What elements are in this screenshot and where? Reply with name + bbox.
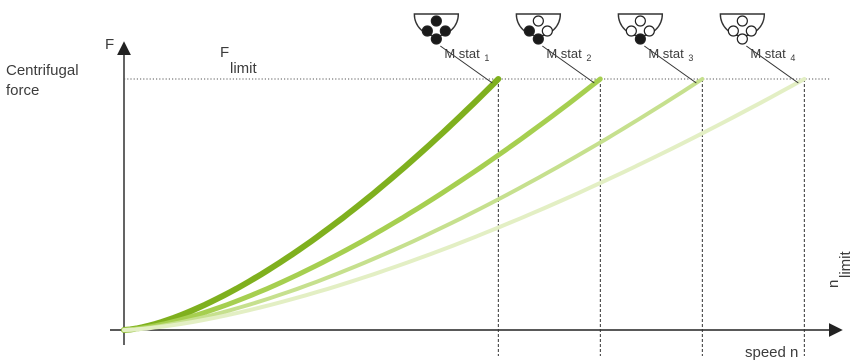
series-curve-3 [122, 77, 705, 332]
y-axis-label-line2: force [6, 82, 39, 99]
series-label-3: M stat [648, 46, 684, 61]
f-limit-label-sub: limit [230, 60, 257, 77]
icon-layer: M stat 1 M stat 2 M stat 3 M stat 4 [413, 13, 799, 84]
series-curve-2 [121, 76, 603, 333]
f-limit-label: F [220, 44, 229, 61]
series-label-4: M stat [750, 46, 786, 61]
series-curve-4 [122, 77, 807, 332]
icon-leader-line-3 [644, 45, 697, 84]
n-limit-label-group: n limit [825, 251, 853, 288]
series-label-index-3: 3 [688, 53, 693, 63]
n-limit-label: n [825, 280, 842, 288]
series-label-index-2: 2 [586, 53, 591, 63]
series-label-2: M stat [546, 46, 582, 61]
rotor-icon-3 [617, 13, 664, 45]
icon-leader-line-2 [542, 45, 595, 84]
series-label-index-1: 1 [484, 53, 489, 63]
n-limit-label-sub: limit [837, 251, 853, 278]
x-axis-label: speed n [745, 344, 798, 361]
series-label-1: M stat [444, 46, 480, 61]
rotor-icon-4 [719, 13, 766, 45]
rotor-icon-2 [515, 13, 562, 45]
series-layer [121, 76, 807, 356]
series-curve-1 [121, 76, 502, 333]
icon-leader-line-4 [746, 45, 799, 84]
y-axis-symbol: F [105, 36, 114, 53]
series-label-index-4: 4 [790, 53, 795, 63]
icon-leader-line-1 [440, 45, 493, 84]
rotor-icon-1 [413, 13, 460, 45]
y-axis-label-line1: Centrifugal [6, 62, 79, 79]
